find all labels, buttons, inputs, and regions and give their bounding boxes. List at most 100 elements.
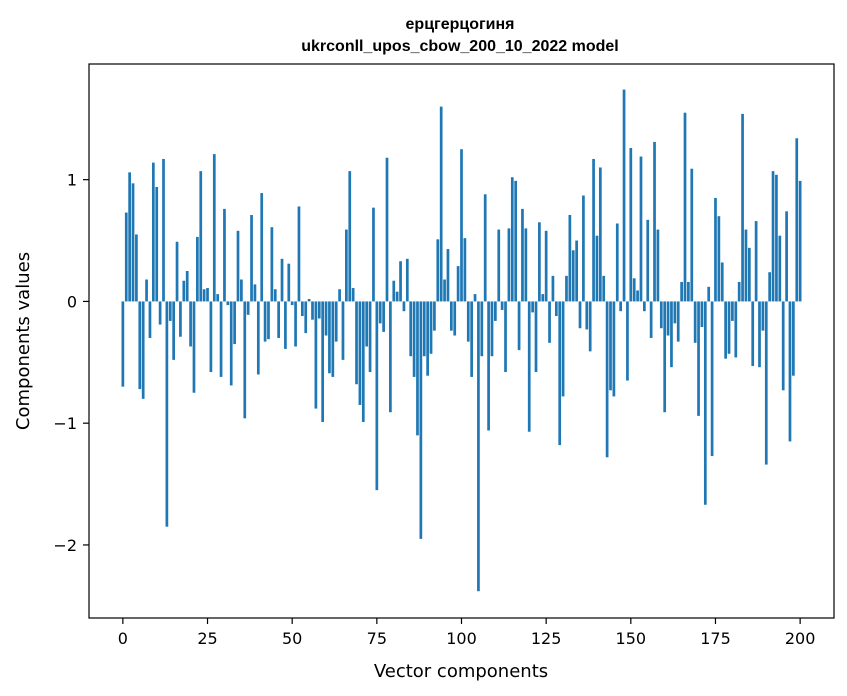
bar	[439, 106, 443, 302]
bar	[365, 301, 369, 347]
bar	[419, 301, 423, 539]
bar	[595, 235, 599, 302]
bar	[182, 280, 186, 302]
bar	[229, 301, 233, 386]
bar	[480, 301, 484, 357]
bar	[798, 180, 802, 302]
bar	[473, 294, 477, 302]
bar	[436, 239, 440, 302]
bar	[778, 235, 782, 302]
bar	[216, 294, 220, 302]
x-tick-label: 75	[367, 629, 387, 648]
bar	[626, 301, 629, 381]
bar	[300, 301, 304, 317]
bar	[676, 301, 680, 342]
bar	[632, 278, 636, 302]
bar	[334, 301, 338, 342]
bar	[747, 247, 751, 302]
bar	[477, 301, 480, 592]
bar	[656, 229, 660, 302]
bar	[348, 171, 352, 302]
bar	[392, 280, 396, 302]
y-axis-label: Components values	[13, 252, 34, 430]
bar	[453, 301, 457, 336]
bar	[311, 301, 314, 320]
bar	[700, 301, 704, 327]
bar	[517, 301, 521, 351]
bar	[223, 208, 226, 302]
bar	[707, 286, 711, 302]
bar	[510, 177, 514, 302]
bar	[240, 279, 243, 302]
bar	[781, 301, 785, 391]
bar	[504, 301, 507, 373]
x-tick-label: 200	[785, 629, 816, 648]
bar	[673, 301, 677, 324]
bar	[775, 174, 778, 302]
bar	[764, 301, 768, 465]
bar	[538, 222, 541, 302]
bar	[429, 301, 433, 354]
bar	[463, 238, 467, 302]
bar	[250, 214, 253, 302]
bar	[697, 301, 700, 416]
bar	[592, 158, 595, 302]
bar	[162, 158, 165, 302]
bar	[724, 301, 727, 359]
bar	[135, 234, 138, 302]
bar	[321, 301, 325, 422]
bar	[456, 266, 460, 302]
bar	[355, 301, 358, 385]
bar	[351, 288, 355, 302]
bar	[277, 301, 280, 338]
bar	[666, 301, 670, 336]
bar	[175, 241, 179, 302]
bar	[643, 301, 646, 312]
bar	[605, 301, 609, 458]
bar	[514, 180, 518, 302]
bar	[561, 301, 565, 397]
bar	[548, 301, 551, 343]
bar	[554, 301, 558, 317]
bar	[385, 157, 389, 302]
bar	[253, 284, 257, 302]
bar	[788, 301, 792, 442]
bar	[361, 301, 365, 422]
bar	[256, 301, 260, 375]
bar	[270, 227, 274, 302]
bar	[128, 172, 131, 302]
bar	[483, 194, 487, 302]
bar	[304, 301, 308, 334]
bar	[145, 279, 148, 302]
bar	[629, 148, 633, 302]
bar	[731, 301, 734, 321]
bar	[768, 272, 772, 302]
x-tick-label: 125	[531, 629, 562, 648]
bar	[751, 301, 755, 366]
bar	[375, 301, 379, 491]
bar	[331, 301, 335, 377]
bar	[260, 193, 264, 302]
bar	[151, 162, 155, 302]
bar	[189, 301, 192, 347]
bar	[527, 301, 531, 432]
bar	[602, 275, 606, 302]
bar	[615, 223, 619, 302]
x-tick-label: 175	[700, 629, 731, 648]
bar	[534, 301, 538, 373]
bar	[290, 301, 294, 306]
bar	[598, 167, 602, 302]
bar	[575, 240, 578, 302]
bar	[619, 301, 623, 312]
bar	[263, 301, 267, 342]
bar	[358, 301, 362, 405]
bar	[372, 207, 375, 302]
bar	[653, 141, 656, 302]
bar	[165, 301, 169, 527]
bar	[324, 301, 328, 336]
bar	[267, 301, 270, 340]
bar	[636, 290, 639, 302]
bar	[744, 229, 748, 302]
bar	[446, 249, 450, 302]
